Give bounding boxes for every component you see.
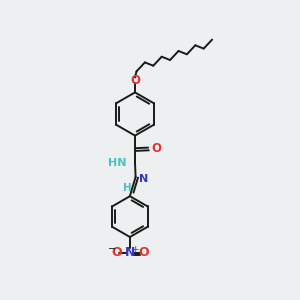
Text: N: N <box>125 246 135 259</box>
Text: O: O <box>111 246 122 259</box>
Text: H: H <box>123 183 132 194</box>
Text: +: + <box>131 244 138 253</box>
Text: HN: HN <box>108 158 127 168</box>
Text: O: O <box>130 74 140 88</box>
Text: −: − <box>108 244 116 254</box>
Text: N: N <box>140 173 149 184</box>
Text: O: O <box>138 246 149 259</box>
Text: O: O <box>152 142 162 155</box>
